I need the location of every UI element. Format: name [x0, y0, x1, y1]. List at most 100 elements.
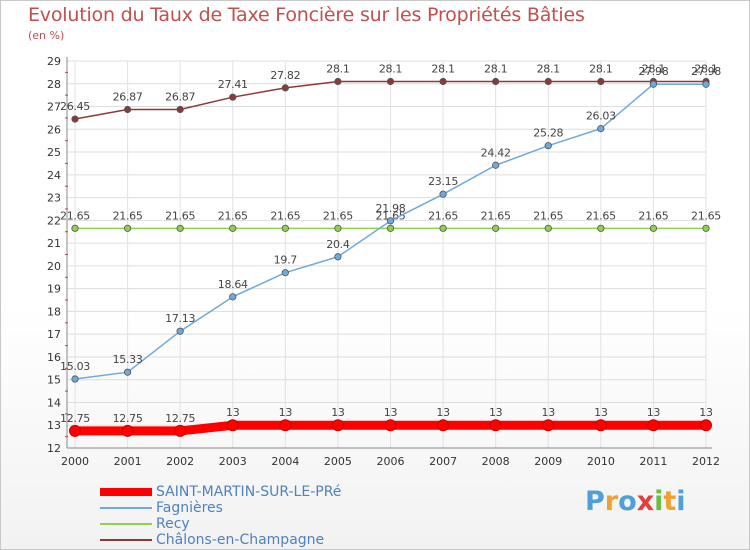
logo-letter: o — [618, 486, 637, 517]
data-point — [123, 224, 132, 232]
data-label: 13 — [647, 406, 661, 419]
data-point — [334, 224, 342, 232]
data-point — [71, 224, 79, 232]
data-label: 12.75 — [113, 412, 143, 425]
y-tick-label: 21 — [47, 237, 61, 250]
data-point — [123, 105, 132, 114]
x-tick-label: 2008 — [482, 455, 510, 468]
data-point — [331, 419, 344, 432]
data-point — [176, 327, 184, 335]
data-point — [544, 77, 552, 86]
data-label: 15.33 — [113, 353, 143, 366]
y-tick-label: 26 — [47, 123, 61, 136]
legend-label: Recy — [156, 516, 190, 532]
proxiti-logo: Proxiti — [585, 486, 686, 517]
data-label: 21.65 — [165, 209, 195, 222]
logo-letter: i — [676, 486, 686, 517]
x-tick-label: 2001 — [114, 455, 142, 468]
data-point — [439, 190, 447, 198]
data-point — [384, 419, 397, 432]
data-label: 21.98 — [376, 202, 406, 215]
data-label: 13 — [331, 406, 345, 419]
y-tick-label: 16 — [47, 351, 61, 364]
x-tick-label: 2000 — [61, 455, 89, 468]
chart-title: Evolution du Taux de Taxe Foncière sur l… — [28, 4, 585, 26]
data-point — [226, 419, 239, 432]
data-point — [281, 84, 289, 92]
data-label: 21.65 — [481, 209, 511, 222]
x-tick-label: 2007 — [429, 455, 457, 468]
data-label: 21.65 — [533, 209, 563, 222]
legend-swatch — [100, 507, 152, 509]
legend-label: Fagnières — [156, 500, 223, 516]
data-label: 26.87 — [113, 90, 143, 103]
data-point — [542, 419, 555, 432]
data-point — [647, 419, 660, 432]
y-tick-label: 13 — [47, 419, 61, 432]
data-label: 26.45 — [60, 100, 90, 113]
data-label: 27.41 — [218, 78, 248, 91]
y-tick-label: 29 — [47, 55, 61, 68]
data-point — [492, 77, 500, 86]
data-label: 24.42 — [481, 146, 511, 159]
data-label: 17.13 — [165, 312, 195, 325]
data-point — [439, 77, 447, 86]
data-label: 12.75 — [60, 412, 90, 425]
y-tick-label: 23 — [47, 192, 61, 205]
data-point — [544, 142, 552, 150]
data-label: 15.03 — [60, 360, 90, 373]
data-label: 21.65 — [323, 209, 353, 222]
data-label: 21.65 — [586, 209, 616, 222]
data-point — [229, 293, 237, 301]
data-point — [544, 224, 552, 232]
data-label: 13 — [594, 406, 608, 419]
data-point — [386, 217, 395, 225]
data-label: 28.1 — [379, 62, 402, 75]
data-point — [71, 115, 79, 123]
legend-label: Châlons-en-Champagne — [156, 532, 325, 548]
data-point — [334, 77, 342, 86]
y-tick-label: 17 — [47, 328, 61, 341]
data-label: 19.7 — [274, 254, 298, 267]
data-point — [229, 93, 237, 101]
data-point — [386, 77, 395, 86]
y-tick-label: 15 — [47, 374, 61, 387]
data-label: 28.1 — [431, 62, 454, 75]
x-tick-label: 2010 — [587, 455, 615, 468]
data-label: 21.65 — [638, 209, 668, 222]
data-label: 13 — [699, 406, 713, 419]
data-point — [121, 424, 134, 437]
data-label: 21.65 — [691, 209, 721, 222]
y-tick-label: 20 — [47, 260, 61, 273]
logo-letter: t — [663, 486, 677, 517]
x-tick-label: 2005 — [324, 455, 352, 468]
data-label: 12.75 — [165, 412, 195, 425]
data-label: 27.82 — [270, 69, 300, 82]
x-tick-label: 2002 — [166, 455, 194, 468]
data-label: 28.1 — [537, 62, 560, 75]
y-tick-label: 18 — [47, 305, 61, 318]
data-label: 13 — [489, 406, 503, 419]
y-tick-label: 19 — [47, 283, 61, 296]
y-tick-label: 14 — [47, 396, 61, 409]
data-label: 26.03 — [586, 110, 616, 123]
data-point — [176, 224, 184, 232]
data-point — [649, 80, 658, 88]
data-point — [597, 224, 605, 232]
y-tick-label: 12 — [47, 442, 61, 455]
data-point — [439, 224, 447, 232]
y-tick-label: 22 — [47, 214, 61, 227]
data-point — [281, 269, 289, 277]
data-label: 13 — [542, 406, 556, 419]
data-label: 13 — [226, 406, 240, 419]
x-tick-label: 2012 — [692, 455, 720, 468]
data-label: 27.98 — [638, 65, 668, 78]
data-label: 21.65 — [218, 209, 248, 222]
y-tick-label: 27 — [47, 101, 61, 114]
data-point — [386, 224, 395, 232]
data-label: 28.1 — [589, 62, 612, 75]
x-tick-label: 2004 — [271, 455, 299, 468]
data-point — [229, 224, 237, 232]
